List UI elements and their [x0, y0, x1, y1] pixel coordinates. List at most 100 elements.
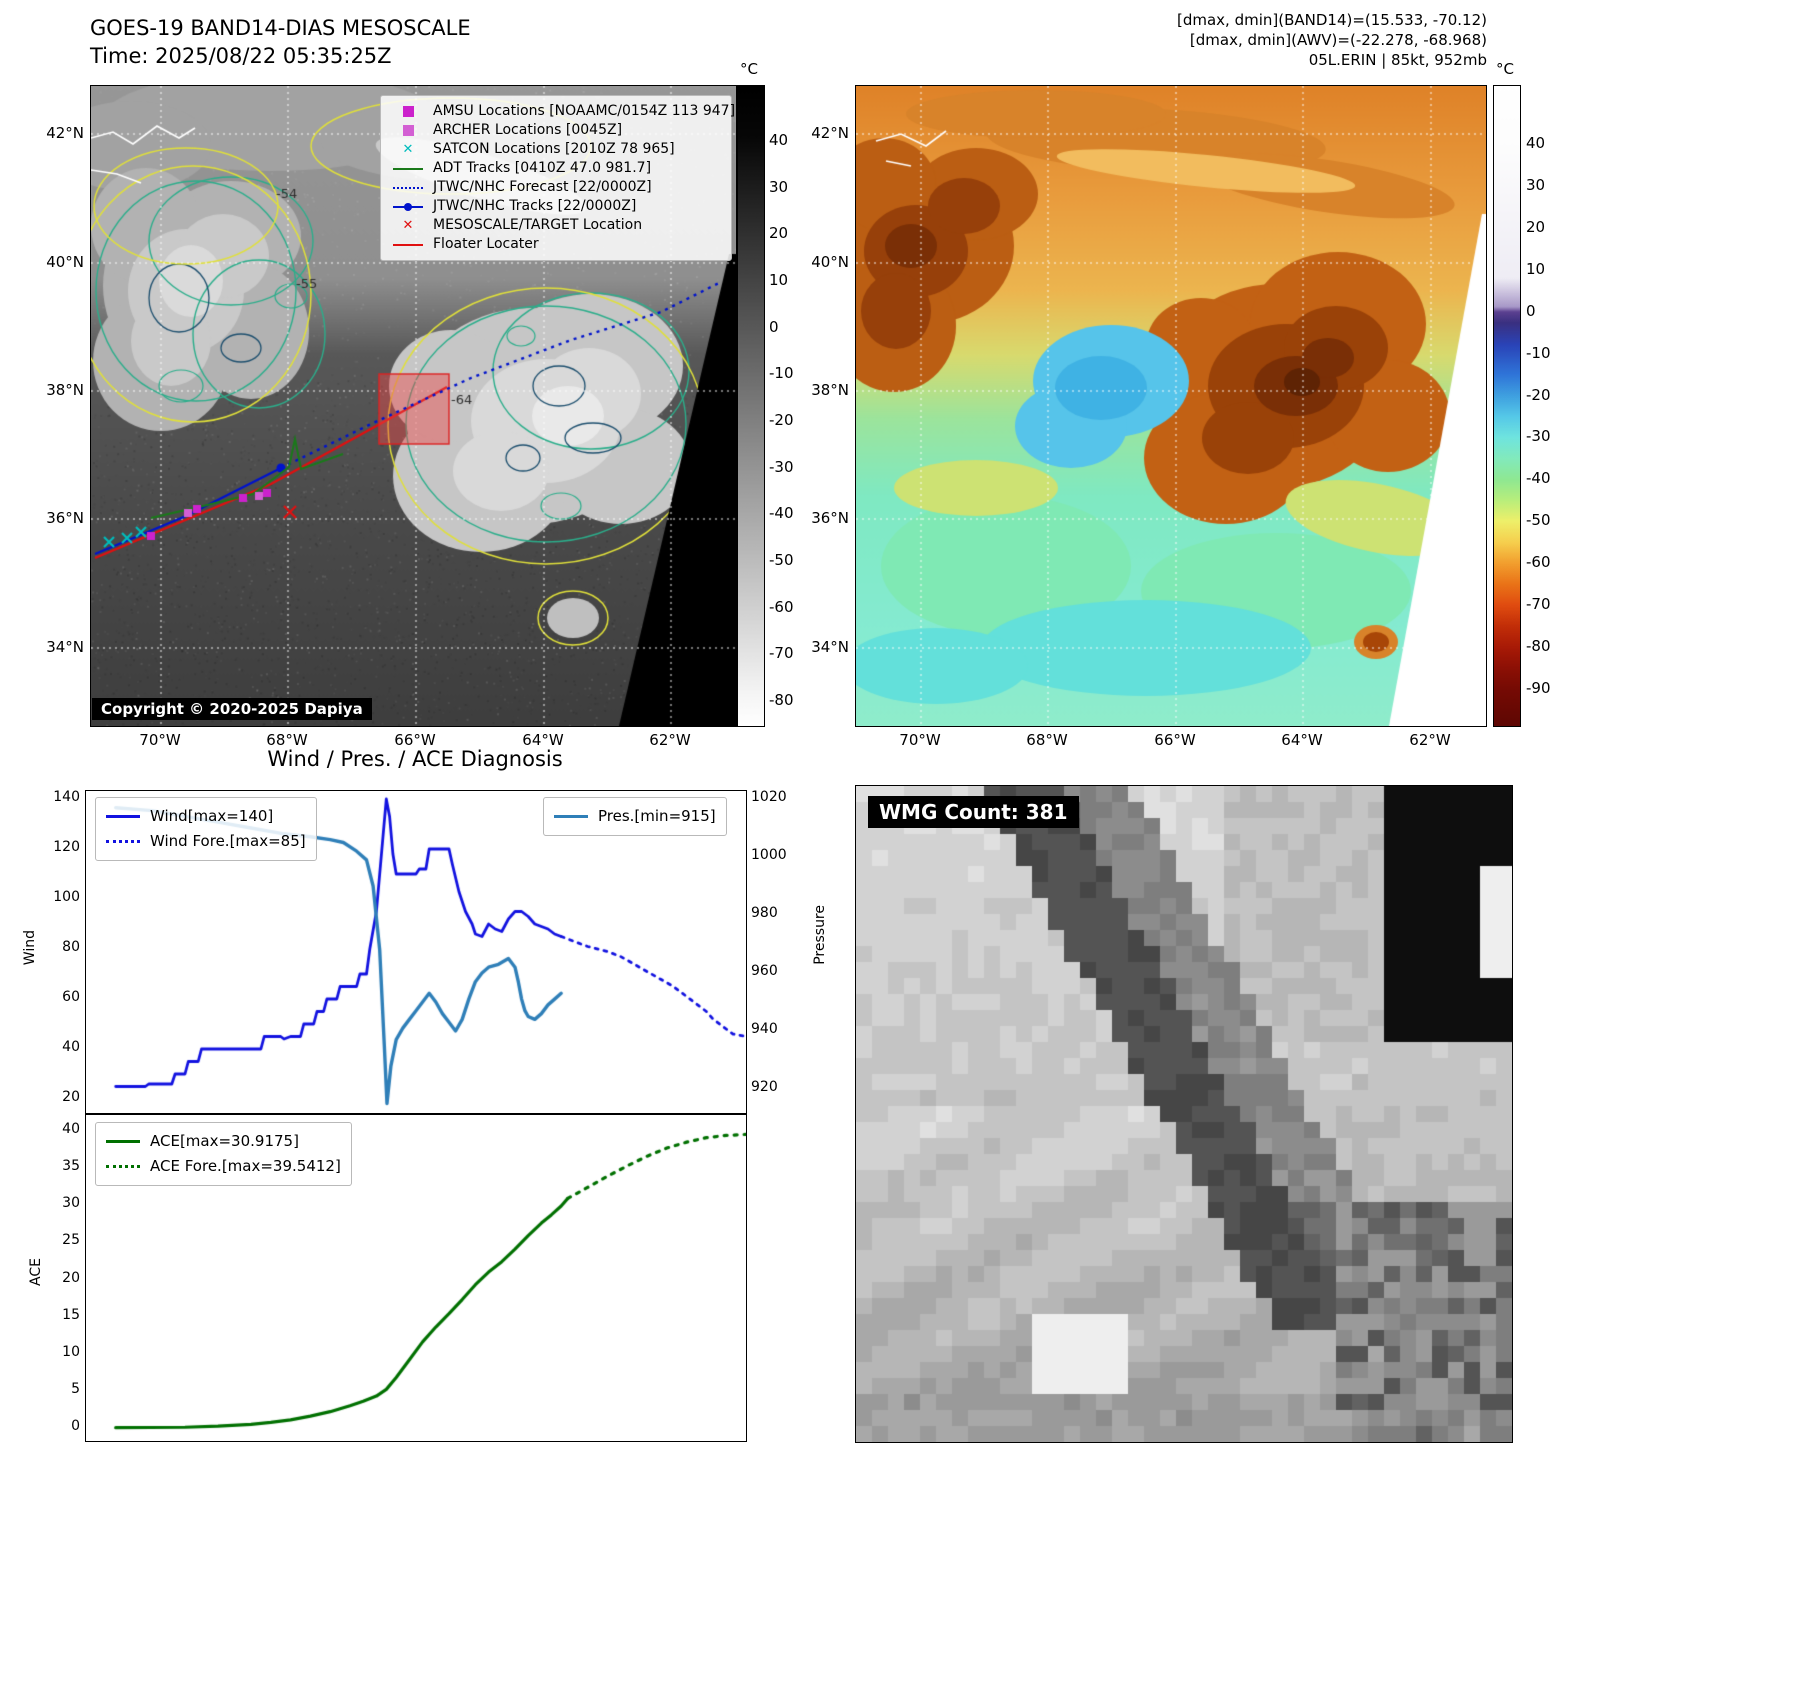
legend-label: ADT Tracks [0410Z 47.0 981.7]	[433, 160, 652, 176]
band14-colorbar-tick: -60	[769, 597, 794, 616]
legend-item: Wind[max=140]	[106, 804, 306, 829]
band14-lon-tick: 68°W	[266, 731, 308, 749]
pressure-ytick: 960	[751, 963, 778, 979]
awv-colorbar	[1493, 85, 1521, 727]
wind-legend: Wind[max=140] Wind Fore.[max=85]	[95, 797, 317, 861]
band14-lat-tick: 40°N	[46, 253, 84, 271]
awv-lat-tick: 36°N	[811, 509, 849, 527]
legend-label: JTWC/NHC Tracks [22/0000Z]	[433, 198, 637, 214]
ace-legend: ACE[max=30.9175] ACE Fore.[max=39.5412]	[95, 1122, 352, 1186]
band14-colorbar-tick: 20	[769, 224, 789, 243]
pressure-ytick: 940	[751, 1021, 778, 1037]
band14-lat-tick: 42°N	[46, 124, 84, 142]
legend-item: Floater Locater	[391, 235, 721, 254]
diagnosis-title: Wind / Pres. / ACE Diagnosis	[267, 747, 563, 771]
pressure-axis-label: Pressure	[812, 905, 828, 965]
awv-colorbar-tick: -50	[1526, 511, 1551, 530]
pressure-legend: Pres.[min=915]	[543, 797, 727, 836]
ace-ytick: 25	[62, 1232, 80, 1249]
awv-colorbar-tick: 40	[1526, 134, 1546, 152]
band14-subtitle: Time: 2025/08/22 05:35:25Z	[90, 44, 392, 68]
band14-copyright: Copyright © 2020-2025 Dapiya	[92, 698, 372, 720]
legend-item: ARCHER Locations [0045Z]	[391, 121, 721, 140]
legend-label: ACE Fore.[max=39.5412]	[150, 1157, 341, 1175]
awv-colorbar-tick: 20	[1526, 217, 1546, 236]
wind-ytick: 80	[62, 939, 80, 955]
ace-ytick: 10	[62, 1343, 80, 1360]
awv-lat-tick: 42°N	[811, 124, 849, 142]
band14-colorbar-tick: -30	[769, 457, 794, 476]
x-marker-icon: ✕	[402, 218, 414, 233]
wind-ytick: 40	[62, 1039, 80, 1055]
line-marker-icon	[391, 162, 425, 176]
band14-lat-tick: 36°N	[46, 509, 84, 527]
band14-colorbar-tick: -10	[769, 364, 794, 383]
ace-ytick: 40	[62, 1121, 80, 1137]
awv-lon-tick: 68°W	[1026, 731, 1068, 749]
awv-dmaxdmin-awv: [dmax, dmin](AWV)=(-22.278, -68.968)	[1189, 31, 1487, 49]
legend-item: AMSU Locations [NOAAMC/0154Z 113 947]	[391, 102, 735, 121]
line-dot-marker-icon	[391, 200, 425, 214]
ace-ytick: 5	[71, 1380, 80, 1397]
band14-title: GOES-19 BAND14-DIAS MESOSCALE	[90, 16, 471, 40]
band14-legend: AMSU Locations [NOAAMC/0154Z 113 947] ARC…	[380, 95, 735, 261]
legend-label: ARCHER Locations [0045Z]	[433, 122, 623, 138]
series-line-sample-icon	[106, 815, 140, 818]
awv-map-image	[855, 85, 1487, 727]
legend-item: ✕ SATCON Locations [2010Z 78 965]	[391, 140, 721, 159]
square-marker-icon	[391, 105, 425, 119]
band14-colorbar-unit: °C	[740, 60, 758, 78]
legend-label: Floater Locater	[433, 236, 539, 252]
legend-label: ACE[max=30.9175]	[150, 1132, 299, 1150]
pressure-ytick: 1000	[751, 847, 787, 863]
legend-item: JTWC/NHC Forecast [22/0000Z]	[391, 178, 721, 197]
legend-item: JTWC/NHC Tracks [22/0000Z]	[391, 197, 721, 216]
band14-colorbar-tick: 40	[769, 131, 789, 149]
wmg-image	[855, 785, 1513, 1443]
awv-colorbar-tick: -40	[1526, 469, 1551, 488]
awv-lon-tick: 64°W	[1281, 731, 1323, 749]
awv-lon-tick: 62°W	[1409, 731, 1451, 749]
awv-storm-info: 05L.ERIN | 85kt, 952mb	[1308, 51, 1487, 69]
ace-ytick: 0	[71, 1418, 80, 1434]
band14-lon-tick: 64°W	[522, 731, 564, 749]
awv-colorbar-unit: °C	[1496, 60, 1514, 78]
legend-label: JTWC/NHC Forecast [22/0000Z]	[433, 179, 652, 195]
band14-lat-tick: 38°N	[46, 381, 84, 399]
legend-label: Wind Fore.[max=85]	[150, 832, 306, 850]
legend-item: Wind Fore.[max=85]	[106, 829, 306, 854]
band14-colorbar-tick: 0	[769, 317, 779, 336]
awv-dmaxdmin-band14: [dmax, dmin](BAND14)=(15.533, -70.12)	[1176, 11, 1487, 29]
awv-colorbar-tick: -10	[1526, 343, 1551, 362]
band14-colorbar-tick: -20	[769, 411, 794, 429]
ace-ytick: 15	[62, 1306, 80, 1323]
series-line-sample-icon	[106, 840, 140, 843]
awv-colorbar-tick: -30	[1526, 427, 1551, 446]
awv-colorbar-tick: -60	[1526, 553, 1551, 572]
band14-lat-tick: 34°N	[46, 638, 84, 656]
legend-label: MESOSCALE/TARGET Location	[433, 217, 643, 233]
band14-colorbar-tick: -40	[769, 504, 794, 523]
legend-label: AMSU Locations [NOAAMC/0154Z 113 947]	[433, 103, 736, 119]
legend-label: Wind[max=140]	[150, 807, 274, 825]
band14-lon-tick: 70°W	[139, 731, 181, 749]
band14-colorbar-tick: 30	[769, 177, 789, 196]
ace-ytick: 30	[62, 1195, 80, 1212]
wind-ytick: 20	[62, 1089, 80, 1105]
wmg-count-label: WMG Count: 381	[868, 796, 1079, 828]
awv-lat-tick: 38°N	[811, 381, 849, 399]
band14-colorbar-tick: -50	[769, 551, 794, 569]
awv-colorbar-tick: -90	[1526, 679, 1551, 697]
awv-header: [dmax, dmin](BAND14)=(15.533, -70.12) [d…	[987, 10, 1487, 70]
series-line-sample-icon	[106, 1165, 140, 1168]
band14-lon-tick: 62°W	[649, 731, 691, 749]
legend-item: ACE[max=30.9175]	[106, 1129, 341, 1154]
band14-colorbar	[737, 85, 765, 727]
band14-colorbar-tick: -80	[769, 691, 794, 709]
square-marker-icon	[391, 124, 425, 138]
awv-colorbar-tick: -80	[1526, 637, 1551, 656]
dotted-marker-icon	[391, 181, 425, 195]
ace-ytick: 35	[62, 1158, 80, 1175]
legend-label: Pres.[min=915]	[598, 807, 716, 825]
